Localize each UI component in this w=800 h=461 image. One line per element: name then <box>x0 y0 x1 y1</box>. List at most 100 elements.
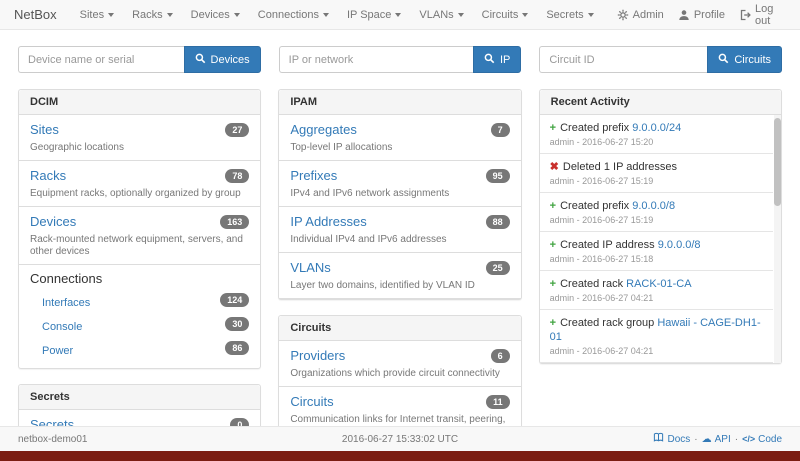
nav-menu-item[interactable]: Circuits <box>473 9 538 21</box>
caret-down-icon <box>166 12 173 17</box>
panel-item-link[interactable]: Providers <box>290 348 346 363</box>
panel-item-link[interactable]: IP Addresses <box>290 214 367 229</box>
search-button[interactable]: IP <box>472 46 522 73</box>
nav-menu-item[interactable]: Racks <box>123 9 182 21</box>
column-activity: Recent Activity + Created prefix 9.0.0.0/… <box>538 89 782 379</box>
activity-object-link[interactable]: 9.0.0.0/8 <box>632 200 676 212</box>
panel-dcim: DCIM 27 Sites Geographic locations 78 Ra… <box>18 89 262 369</box>
panel-title: Circuits <box>279 316 521 341</box>
panel-title: Secrets <box>19 385 261 410</box>
book-icon <box>653 432 664 446</box>
api-link[interactable]: ☁ API <box>701 433 731 445</box>
connection-row: 30 Console <box>30 314 250 338</box>
panel-item-link[interactable]: Sites <box>30 122 59 137</box>
activity-object-link[interactable]: 9.0.0.0/24 <box>632 122 682 134</box>
list-item: 88 IP Addresses Individual IPv4 and IPv6… <box>279 207 521 253</box>
activity-item: + Created prefix 9.0.0.0/8 admin - 2016-0… <box>539 193 773 232</box>
connections-title: Connections <box>30 271 103 286</box>
search-icon <box>195 53 206 67</box>
scrollbar-thumb[interactable] <box>773 118 781 206</box>
code-link[interactable]: </> Code <box>742 433 783 445</box>
activity-meta: admin - 2016-06-27 15:19 <box>549 176 654 186</box>
connection-link[interactable]: Console <box>42 321 83 333</box>
list-item: 7 Aggregates Top-level IP allocations <box>279 115 521 161</box>
caret-down-icon <box>522 12 529 17</box>
count-badge: 78 <box>225 169 250 183</box>
panel-item-link[interactable]: Devices <box>30 214 77 229</box>
nav-menu-item[interactable]: VLANs <box>410 9 472 21</box>
separator: · <box>694 433 698 445</box>
nav-menu-item[interactable]: Secrets <box>537 9 602 21</box>
panel-item-link[interactable]: Racks <box>30 168 67 183</box>
list-item: 6 Providers Organizations which provide … <box>279 341 521 387</box>
plus-icon: + <box>549 122 557 134</box>
activity-meta: admin - 2016-06-27 15:18 <box>549 254 654 264</box>
count-badge: 11 <box>486 395 510 409</box>
scrollbar-track[interactable] <box>773 115 781 363</box>
panel-item-link[interactable]: VLANs <box>290 260 331 275</box>
list-item: 27 Sites Geographic locations <box>19 115 261 161</box>
activity-meta: admin - 2016-06-27 15:19 <box>549 215 654 225</box>
nav-menu-item[interactable]: Sites <box>71 9 123 21</box>
count-badge: 30 <box>225 317 250 331</box>
footer-links: Docs · ☁ API · </> Code <box>527 432 782 446</box>
main-content: Devices IP <box>0 46 800 461</box>
search-icon <box>484 53 495 67</box>
search-button[interactable]: Devices <box>183 46 261 73</box>
column-ipam: IPAM 7 Aggregates Top-level IP allocatio… <box>278 89 522 461</box>
activity-object-link[interactable]: 9.0.0.0/8 <box>657 239 701 251</box>
docs-link[interactable]: Docs <box>653 432 690 446</box>
nav-profile-link[interactable]: Profile <box>678 9 725 21</box>
nav-admin-link[interactable]: Admin <box>617 9 664 21</box>
panel-item-desc: Organizations which provide circuit conn… <box>290 368 500 379</box>
netbox-logo[interactable]: NetBox <box>14 7 57 22</box>
connection-link[interactable]: Power <box>42 345 74 357</box>
search-input[interactable] <box>18 46 184 73</box>
panel-item-link[interactable]: Prefixes <box>290 168 338 183</box>
search-button[interactable]: Circuits <box>707 46 783 73</box>
nav-menu-item[interactable]: Connections <box>249 9 338 21</box>
activity-object-link[interactable]: Hawaii - CAGE-DH1-01 <box>549 317 761 343</box>
panel-item-desc: Equipment racks, optionally organized by… <box>30 188 241 199</box>
panel-item-desc: Rack-mounted network equipment, servers,… <box>30 234 243 257</box>
column-dcim: DCIM 27 Sites Geographic locations 78 Ra… <box>18 89 262 461</box>
code-icon: </> <box>742 434 756 444</box>
caret-down-icon <box>587 12 594 17</box>
panels-grid: DCIM 27 Sites Geographic locations 78 Ra… <box>18 89 782 461</box>
activity-action: Created prefix <box>560 122 633 134</box>
panel-item-link[interactable]: Circuits <box>290 394 334 409</box>
panel-item-desc: IPv4 and IPv6 network assignments <box>290 188 450 199</box>
search-input[interactable] <box>278 46 473 73</box>
nav-menu-item[interactable]: Devices <box>182 9 249 21</box>
plus-icon: + <box>549 317 557 329</box>
search-input[interactable] <box>539 46 708 73</box>
plus-icon: + <box>549 278 557 290</box>
panel-item-desc: Top-level IP allocations <box>290 142 393 153</box>
activity-action: Created rack <box>560 278 627 290</box>
activity-action: Deleted 1 IP addresses <box>562 161 678 173</box>
search-icon <box>718 53 729 67</box>
panel-item-link[interactable]: Aggregates <box>290 122 357 137</box>
count-badge: 25 <box>485 261 510 275</box>
plus-icon: + <box>549 200 557 212</box>
server-time: 2016-06-27 15:33:02 UTC <box>341 433 459 445</box>
activity-object-link[interactable]: RACK-01-CA <box>626 278 692 290</box>
panel-title: IPAM <box>279 90 521 115</box>
connection-link[interactable]: Interfaces <box>42 297 91 309</box>
nav-logout-link[interactable]: Log out <box>739 3 786 27</box>
panel-ipam: IPAM 7 Aggregates Top-level IP allocatio… <box>278 89 522 300</box>
logout-icon <box>739 9 751 21</box>
activity-item: + Created IP address 9.0.0.0/8 admin - 20… <box>539 232 773 271</box>
panel-recent-activity: Recent Activity + Created prefix 9.0.0.0/… <box>538 89 782 364</box>
separator: · <box>734 433 739 445</box>
activity-item: + Created rack group Hawaii - CAGE-DH1-01… <box>539 310 773 363</box>
search-group: Circuits <box>539 46 783 73</box>
panel-item-desc: Individual IPv4 and IPv6 addresses <box>290 234 447 245</box>
activity-action: Created IP address <box>560 239 658 251</box>
caret-down-icon <box>457 12 464 17</box>
nav-menu-item[interactable]: IP Space <box>338 9 410 21</box>
list-item: 78 Racks Equipment racks, optionally org… <box>19 161 261 207</box>
footer: netbox-demo01 2016-06-27 15:33:02 UTC Do… <box>0 426 800 451</box>
navbar-right: Admin Profile Log out <box>603 3 786 27</box>
